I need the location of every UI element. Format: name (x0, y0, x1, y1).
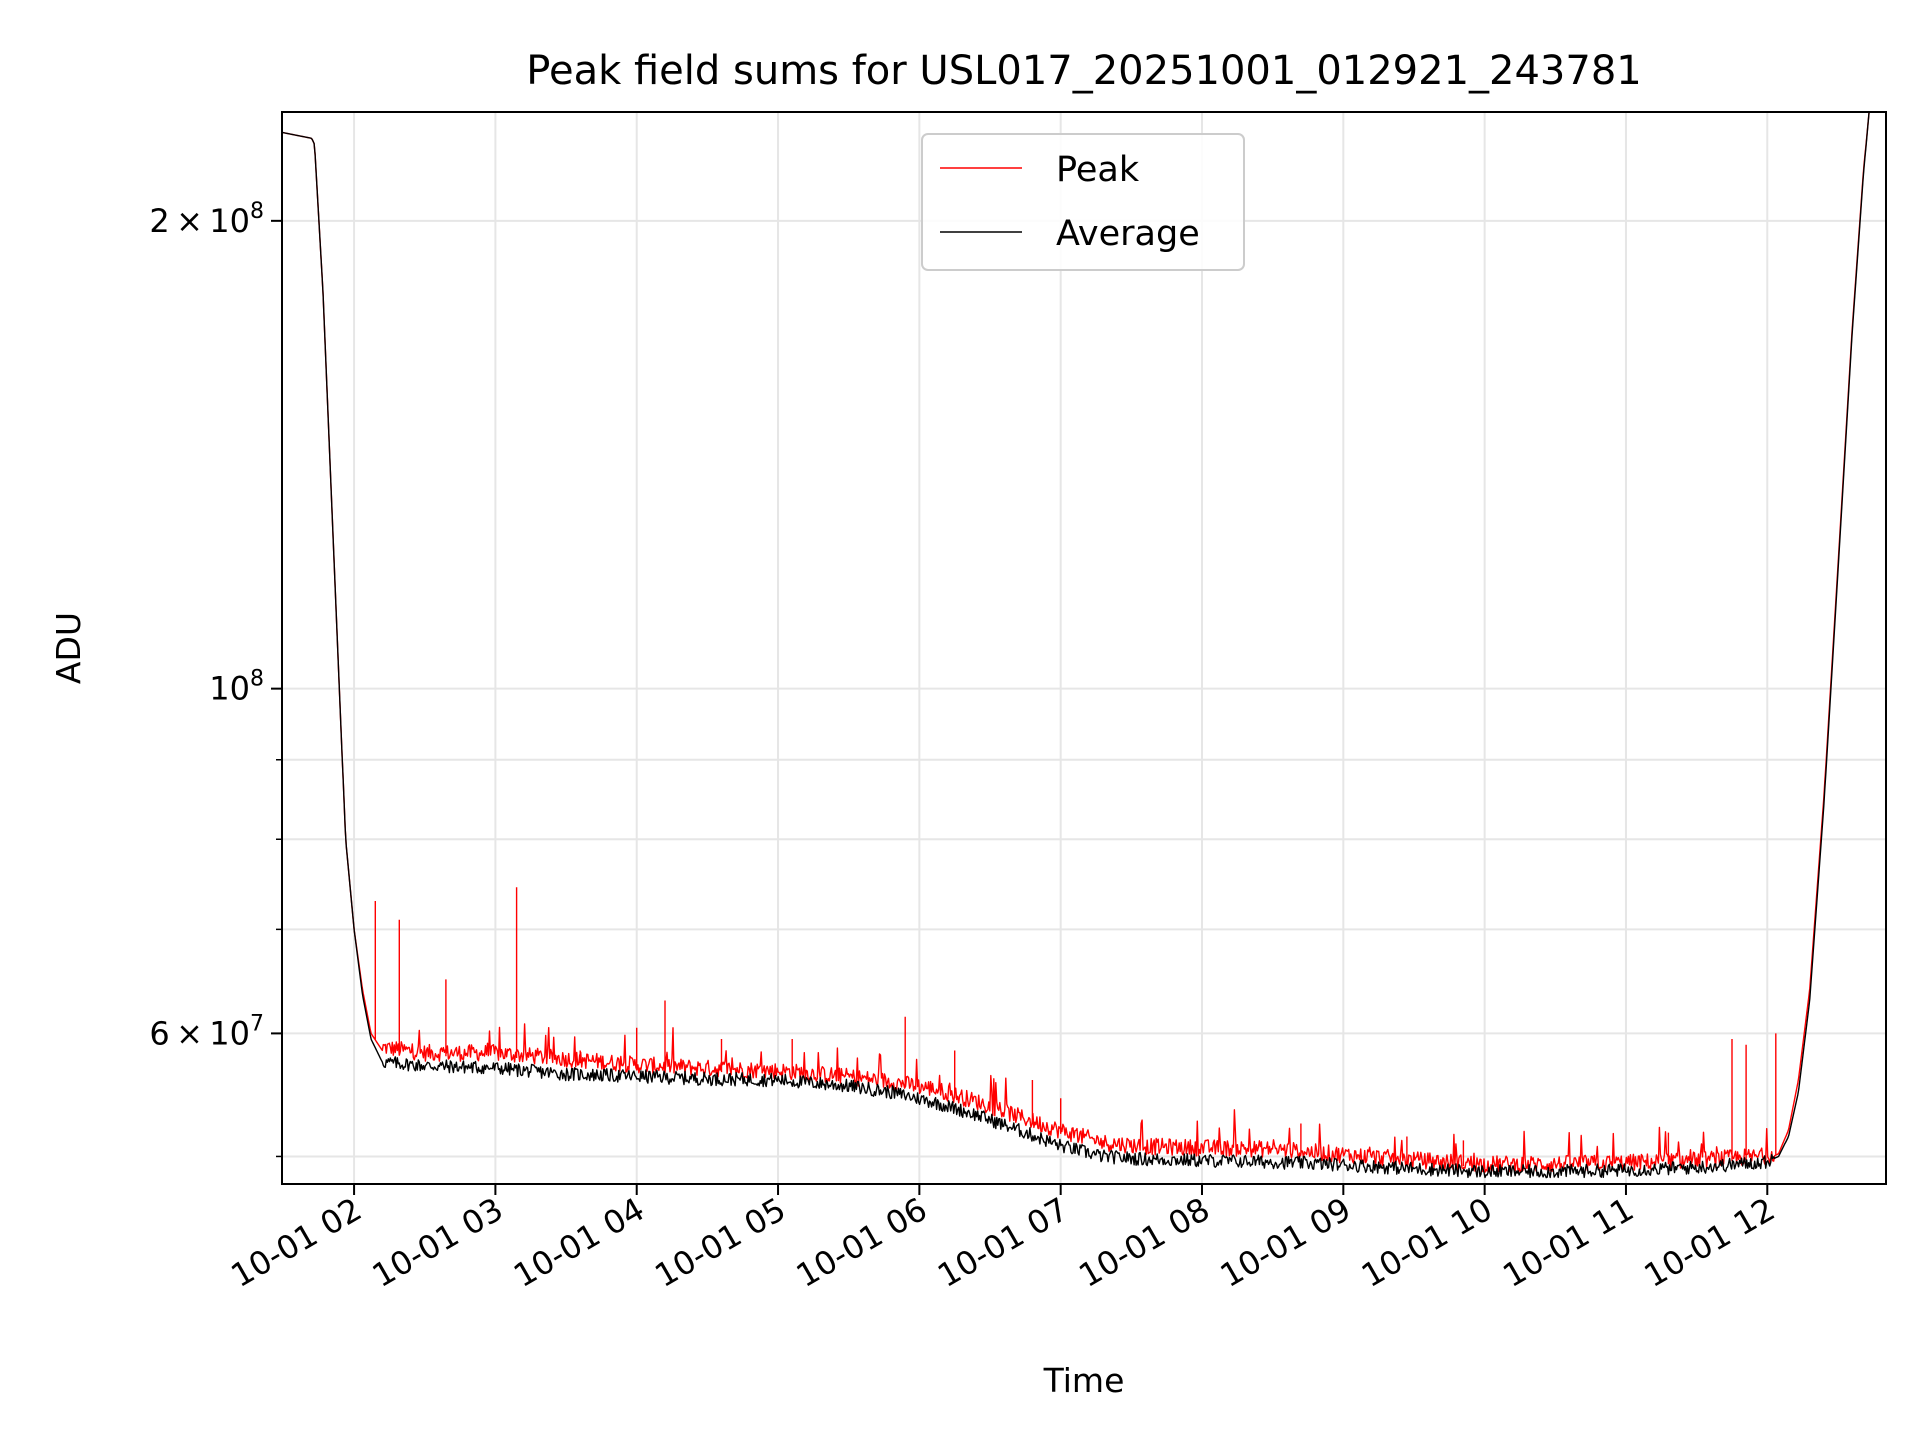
series-line-peak (282, 112, 1886, 1173)
legend-peak-label: Peak (1056, 150, 1140, 190)
y-tick-label: 6 × 107 (149, 1011, 264, 1052)
series-line-average (282, 112, 1886, 1179)
legend: Peak Average (921, 133, 1245, 271)
y-axis-label: ADU (49, 612, 88, 684)
legend-average-label: Average (1056, 214, 1200, 254)
series-layer (282, 112, 1886, 1179)
y-tick-label: 108 (209, 667, 264, 708)
y-tick-label: 2 × 108 (149, 199, 264, 240)
chart-title: Peak field sums for USL017_20251001_0129… (526, 48, 1641, 94)
plot-frame (281, 111, 1887, 1185)
y-axis-ticks: 6 × 107 108 2 × 108 (149, 199, 282, 1158)
x-axis-label: Time (1043, 1361, 1125, 1400)
